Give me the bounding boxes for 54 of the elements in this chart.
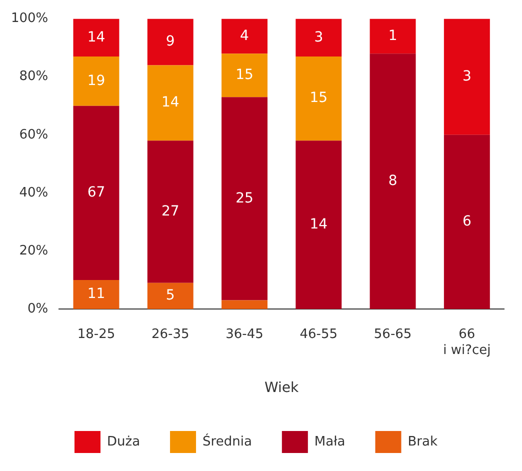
bar	[370, 18, 416, 54]
y-tick-label: 80%	[19, 69, 48, 84]
y-tick-label: 0%	[28, 301, 48, 316]
x-tick-label: 46-55	[300, 327, 338, 342]
annotation: 1	[388, 28, 398, 44]
annotation: 8	[388, 172, 398, 189]
bar	[296, 18, 342, 57]
annotation: 15	[310, 90, 328, 106]
annotation: 9	[166, 34, 175, 50]
legend-label: Mała	[314, 434, 346, 450]
bar	[296, 140, 342, 309]
bar	[222, 97, 268, 300]
x-tick-label: 36-45	[226, 327, 264, 342]
annotation: 15	[236, 67, 254, 84]
x-tick-label: 66 i wi?cej	[443, 327, 491, 358]
bar	[444, 134, 490, 309]
bar	[222, 18, 268, 54]
legend-label: Średnia	[202, 432, 252, 450]
bar	[147, 282, 194, 309]
annotation: 27	[161, 203, 180, 220]
x-tick-label: 18-25	[77, 327, 116, 342]
y-tick-label: 60%	[19, 127, 48, 142]
bar	[222, 300, 268, 309]
bar	[147, 140, 194, 283]
annotation: 14	[161, 94, 180, 111]
annotation: 6	[462, 214, 472, 230]
annotation: 5	[166, 288, 175, 304]
bar	[370, 54, 416, 309]
bar	[73, 106, 120, 280]
bar	[73, 18, 120, 57]
bar	[222, 54, 268, 98]
annotation: 19	[87, 72, 106, 89]
bar	[73, 280, 120, 309]
bar	[147, 65, 194, 141]
bar	[73, 56, 120, 106]
legend-label: Brak	[408, 434, 438, 450]
x-tick-label: 56-65	[374, 327, 412, 342]
y-tick-label: 100%	[10, 11, 48, 26]
x-tick-label: 26-35	[151, 327, 190, 342]
annotation: 3	[314, 29, 324, 46]
annotation: 14	[87, 29, 106, 46]
bar	[147, 18, 194, 66]
y-tick-label: 20%	[19, 243, 48, 258]
annotation: 25	[236, 190, 254, 206]
x-axis-title: Wiek	[264, 380, 300, 396]
annotation: 67	[87, 184, 106, 201]
annotation: 11	[87, 286, 106, 302]
annotation: 14	[310, 216, 328, 232]
legend-label: Duża	[106, 434, 140, 450]
y-tick-label: 40%	[19, 185, 48, 200]
bar	[444, 18, 490, 135]
annotation: 3	[462, 68, 472, 84]
bar	[296, 56, 342, 141]
annotation: 4	[240, 28, 250, 44]
